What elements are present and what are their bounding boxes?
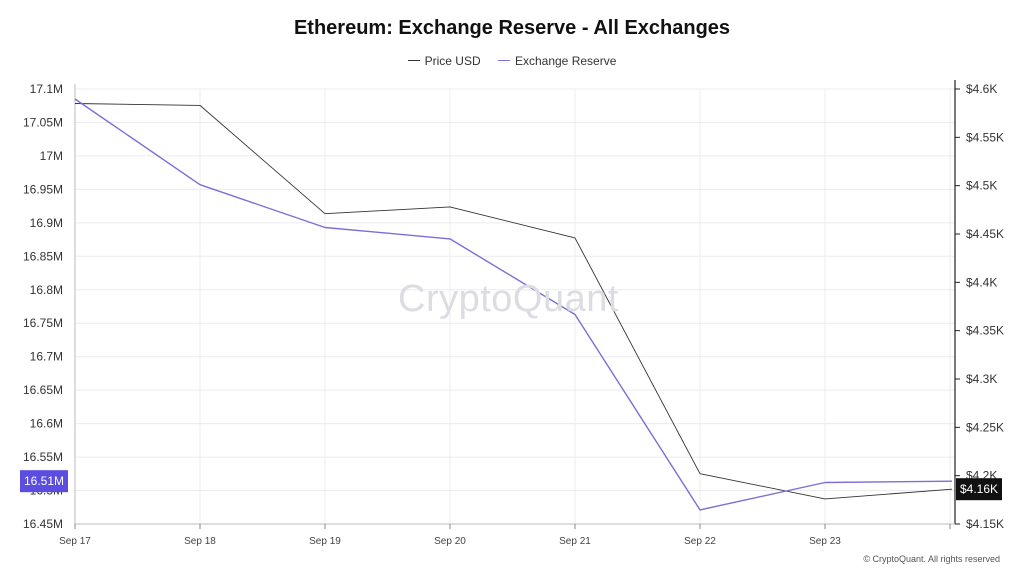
- right-tick-label: $4.4K: [966, 275, 997, 289]
- legend-swatch-price: [407, 60, 420, 61]
- x-tick-label: Sep 17: [59, 536, 91, 547]
- watermark: CryptoQuant: [398, 278, 619, 320]
- left-tick-label: 16.75M: [23, 316, 63, 330]
- legend-label-price: Price USD: [424, 53, 481, 68]
- left-tick-label: 16.65M: [23, 383, 63, 397]
- x-tick-label: Sep 19: [309, 536, 341, 547]
- x-axis-ticks: Sep 17 Sep 18 Sep 19 Sep 20 Sep 21 Sep 22 Sep …: [59, 524, 951, 547]
- x-tick-label: Sep 20: [434, 536, 466, 547]
- left-tick-label: 16.7M: [30, 350, 63, 364]
- x-tick-label: Sep 18: [184, 536, 216, 547]
- left-tick-label: 17.1M: [30, 82, 63, 96]
- current-value-badges: 16.51M $4.16K: [20, 470, 1002, 501]
- left-current-value-label: 16.51M: [24, 474, 64, 488]
- axes: [74, 80, 956, 525]
- left-tick-label: 16.9M: [30, 216, 63, 230]
- left-tick-label: 16.8M: [30, 283, 63, 297]
- left-axis-ticks: 17.1M 17.05M 17M 16.95M 16.9M 16.85M 16.8M 16.7…: [23, 82, 63, 531]
- right-tick-label: $4.45K: [966, 227, 1004, 241]
- copyright: © CryptoQuant. All rights reserved: [863, 554, 1000, 564]
- x-tick-label: Sep 22: [684, 536, 716, 547]
- right-current-value-badge: [956, 478, 1002, 501]
- x-tick-label: Sep 23: [809, 536, 841, 547]
- series-lines: [74, 98, 953, 511]
- right-tick-label: $4.15K: [966, 517, 1004, 531]
- left-tick-label: 16.6M: [30, 417, 63, 431]
- right-axis-ticks: $4.6K $4.55K $4.5K $4.45K $4.4K $4.35K $4.3K $4…: [955, 82, 1004, 531]
- x-tick-label: Sep 21: [559, 536, 591, 547]
- left-tick-label: 17.05M: [23, 115, 63, 129]
- left-current-value-badge: [20, 470, 68, 493]
- legend: Price USD Exchange Reserve: [0, 50, 1024, 68]
- legend-label-exchange-reserve: Exchange Reserve: [514, 53, 617, 68]
- right-tick-label: $4.25K: [966, 420, 1004, 434]
- left-tick-label: 17M: [40, 149, 63, 163]
- series-line-price-usd: [74, 103, 953, 500]
- series-line-exchange-reserve: [74, 98, 953, 511]
- right-tick-label: $4.6K: [966, 82, 997, 96]
- legend-swatch-exchange-reserve: [497, 60, 510, 61]
- left-tick-label: 16.45M: [23, 517, 63, 531]
- left-tick-label: 16.55M: [23, 450, 63, 464]
- right-tick-label: $4.35K: [966, 324, 1004, 338]
- right-tick-label: $4.55K: [966, 130, 1004, 144]
- right-tick-label: $4.5K: [966, 179, 997, 193]
- chart-title: Ethereum: Exchange Reserve - All Exchang…: [293, 17, 731, 39]
- right-current-value-label: $4.16K: [960, 482, 998, 496]
- legend-item-exchange-reserve[interactable]: Exchange Reserve: [497, 53, 617, 68]
- legend-item-price[interactable]: Price USD: [407, 53, 481, 68]
- right-tick-label: $4.3K: [966, 372, 997, 386]
- left-tick-label: 16.85M: [23, 249, 63, 263]
- left-tick-label: 16.95M: [23, 182, 63, 196]
